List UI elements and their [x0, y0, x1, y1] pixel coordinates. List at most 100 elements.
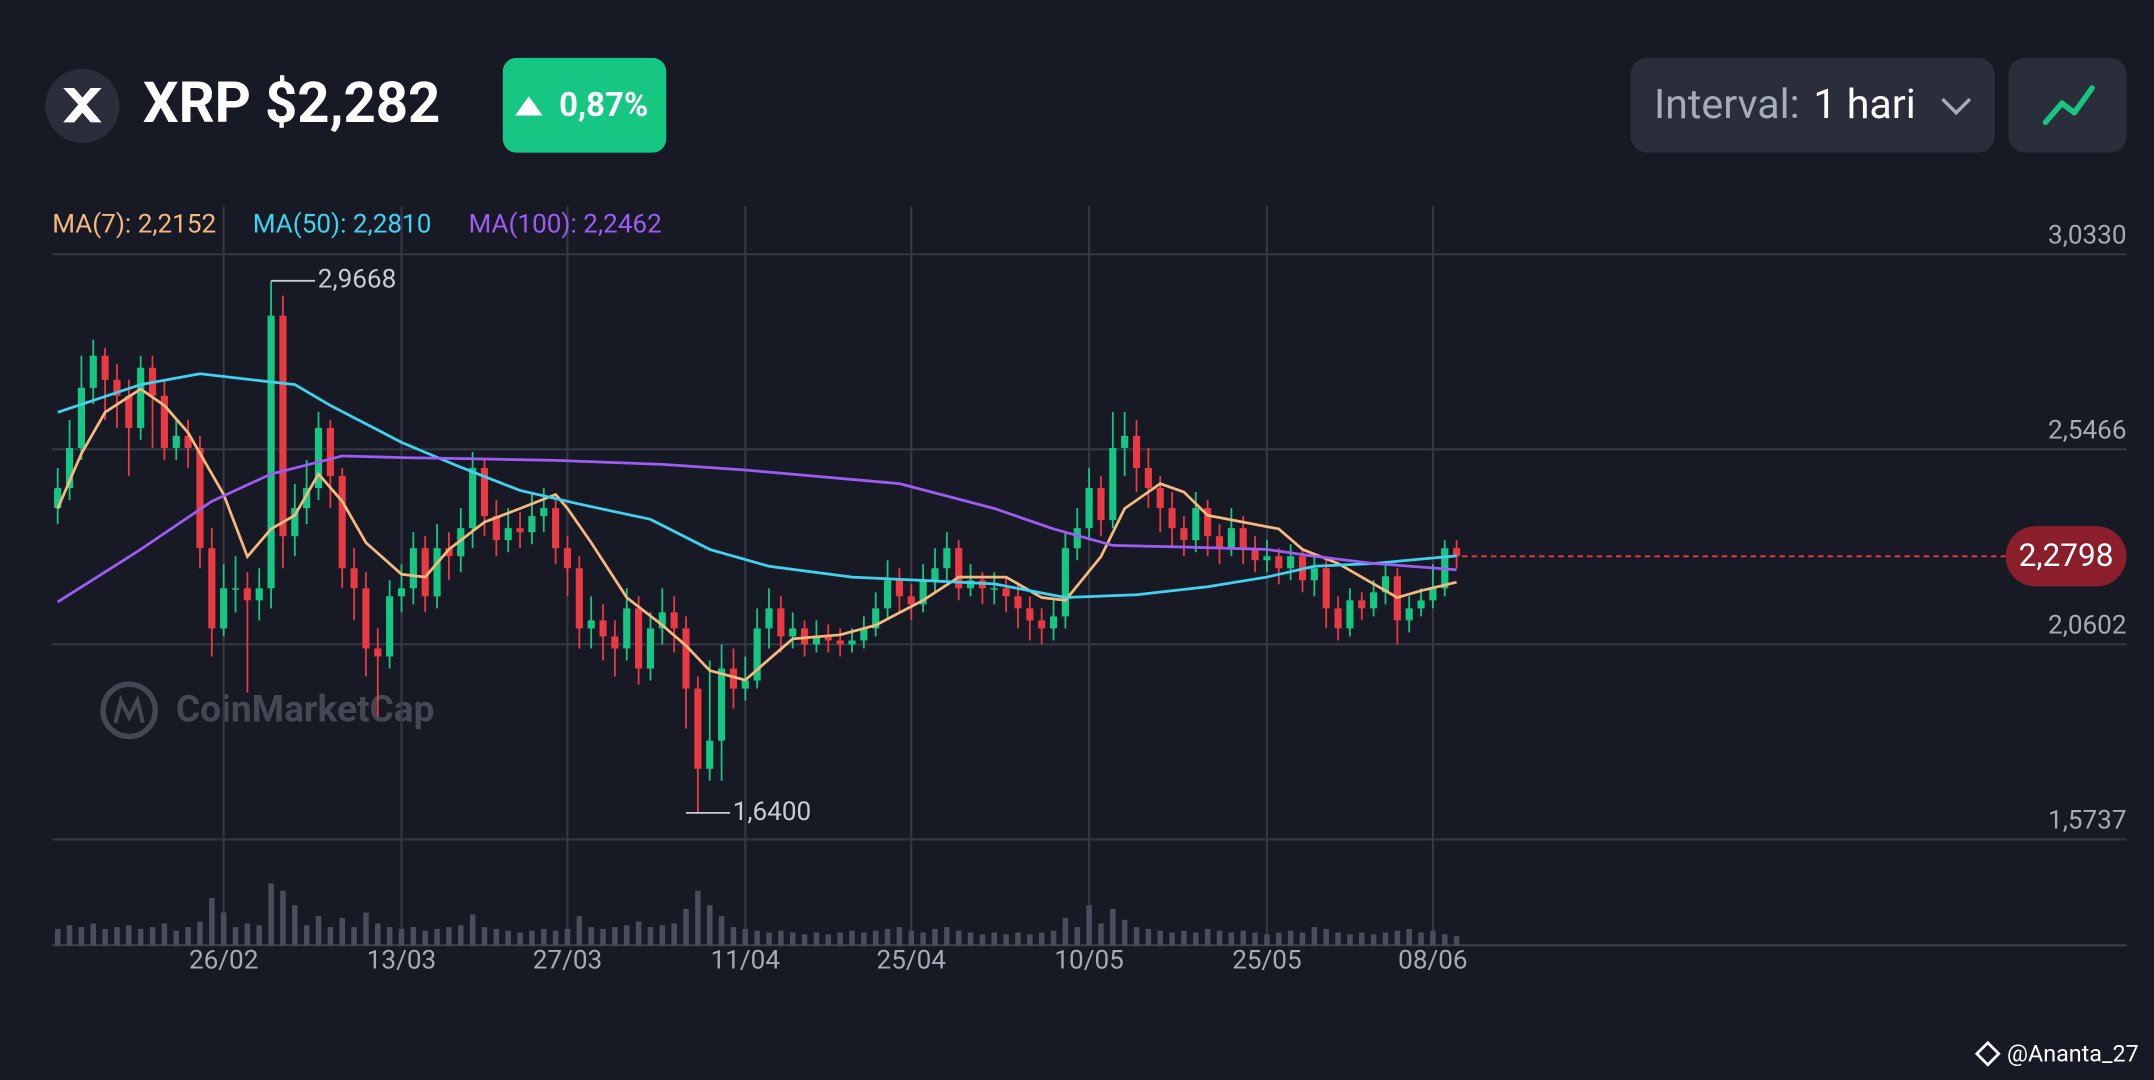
x-tick-label: 08/06 — [1398, 946, 1467, 976]
candle-body — [1038, 620, 1046, 629]
candle-body — [587, 620, 595, 629]
volume-bar — [1121, 919, 1128, 946]
volume-bar — [327, 927, 334, 946]
candle-body — [255, 588, 263, 601]
volume-bar — [944, 927, 950, 946]
candle-body — [1085, 488, 1093, 529]
ma-line — [56, 454, 1457, 604]
volume-bar — [1240, 930, 1246, 946]
volume-bar — [232, 927, 239, 946]
candle-body — [860, 628, 868, 641]
volume-bar — [624, 925, 630, 946]
volume-bar — [552, 930, 559, 946]
candle-body — [1144, 468, 1152, 489]
volume-bar — [1252, 932, 1258, 946]
legend-entry: MA(50): 2,2810 — [253, 209, 432, 239]
volume-bar — [1453, 936, 1460, 946]
candle-body — [137, 367, 145, 428]
volume-bar — [1264, 934, 1270, 946]
candle-body — [1061, 548, 1069, 617]
coin-title: XRP $2,282 — [143, 70, 441, 136]
volume-bar — [955, 930, 962, 946]
credit-text: @Ananta_27 — [2007, 1039, 2139, 1067]
candle-body — [540, 508, 548, 517]
volume-bar — [825, 934, 832, 946]
candle-body — [729, 668, 738, 689]
candle-body — [789, 628, 797, 637]
volume-bar — [612, 927, 618, 946]
annotation-label: 2,9668 — [318, 265, 396, 295]
candle-body — [433, 548, 441, 597]
volume-bar — [339, 917, 345, 946]
annotation-label: 1,6400 — [733, 797, 811, 827]
candle-body — [445, 548, 453, 557]
volume-bar — [102, 928, 108, 946]
candle-body — [1370, 592, 1378, 609]
candle-body — [966, 580, 975, 589]
volume-bar — [173, 930, 179, 946]
candle-body — [1132, 435, 1141, 469]
x-tick-label: 11/04 — [711, 946, 781, 976]
volume-bar — [1062, 917, 1069, 946]
volume-bar — [801, 934, 808, 946]
candle-body — [1287, 556, 1295, 569]
volume-bar — [66, 925, 73, 946]
candle-body — [516, 528, 524, 533]
volume-bar — [1299, 932, 1306, 946]
volume-bar — [564, 928, 571, 946]
candle-body — [457, 528, 465, 557]
volume-bar — [754, 930, 760, 946]
volume-bar — [1359, 932, 1365, 946]
candle-body — [1192, 508, 1200, 541]
chevron — [1941, 97, 1972, 116]
credit-icon — [1974, 1040, 2001, 1067]
volume-bar — [635, 921, 642, 946]
volume-bar — [920, 932, 926, 946]
volume-bar — [671, 923, 677, 946]
volume-bar — [161, 923, 168, 946]
candle-body — [160, 395, 168, 448]
ma-line — [56, 387, 1457, 682]
watermark: CoinMarketCap — [100, 681, 434, 740]
volume-bar — [706, 905, 713, 946]
volume-bar — [446, 927, 452, 946]
candle-body — [267, 315, 275, 589]
candle-body — [812, 636, 821, 645]
candle-body — [741, 680, 749, 689]
candle-body — [101, 355, 109, 380]
candle-body — [563, 548, 572, 569]
candle-body — [895, 580, 903, 597]
volume-bar — [386, 927, 393, 946]
candle-body — [1310, 568, 1318, 581]
candle-body — [1073, 528, 1081, 549]
candle-body — [196, 447, 204, 549]
candle-body — [1239, 528, 1247, 549]
volume-bar — [778, 930, 784, 946]
volume-bar — [541, 928, 547, 946]
candle-body — [635, 608, 643, 669]
candle-body — [208, 548, 216, 629]
candle-body — [682, 628, 690, 689]
volume-bar — [861, 932, 867, 946]
volume-bar — [1133, 927, 1140, 946]
volume-bar — [90, 923, 97, 946]
candle-body — [718, 668, 726, 741]
candle-body — [919, 580, 927, 605]
volume-bar — [280, 890, 286, 946]
up-arrow — [515, 96, 543, 116]
candle-body — [955, 548, 963, 589]
change-badge — [502, 57, 667, 153]
volume-bar — [1038, 932, 1045, 946]
candle-body — [362, 588, 370, 649]
interval-button[interactable] — [1630, 57, 1995, 153]
watermark-logo — [100, 681, 158, 740]
candle-body — [907, 596, 915, 605]
candle-body — [386, 596, 394, 657]
candle-body — [54, 488, 62, 509]
volume-bar — [363, 912, 369, 946]
volume-bar — [1169, 932, 1175, 946]
volume-bar — [1347, 934, 1353, 946]
candle-body — [1109, 447, 1117, 521]
volume-bar — [1098, 923, 1104, 946]
candle-body — [883, 580, 892, 609]
